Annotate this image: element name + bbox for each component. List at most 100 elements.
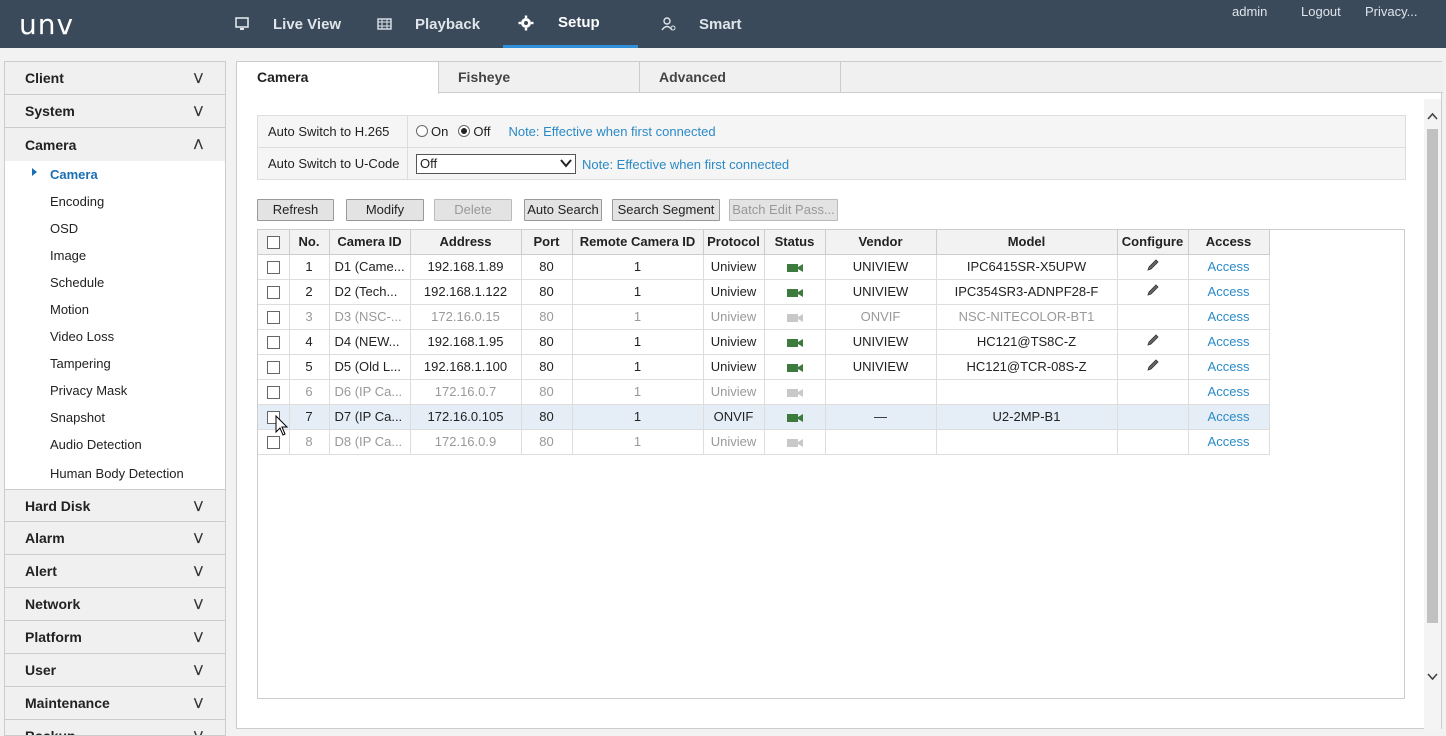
sidebar-group-network[interactable]: Network ⋁: [5, 588, 225, 621]
sidebar-item-motion[interactable]: Motion: [5, 296, 225, 323]
edit-pencil-icon[interactable]: [1146, 333, 1160, 347]
col-remote-camera-id[interactable]: Remote Camera ID: [572, 230, 704, 255]
access-link[interactable]: Access: [1207, 409, 1250, 424]
sidebar-item-encoding[interactable]: Encoding: [5, 188, 225, 215]
table-row[interactable]: 6 D6 (IP Ca... 172.16.0.7 80 1 Uniview A…: [258, 379, 1270, 405]
sidebar-item-image[interactable]: Image: [5, 242, 225, 269]
col-configure[interactable]: Configure: [1117, 230, 1189, 255]
table-row[interactable]: 2 D2 (Tech... 192.168.1.122 80 1 Uniview…: [258, 279, 1270, 305]
table-row[interactable]: 3 D3 (NSC-... 172.16.0.15 80 1 Uniview O…: [258, 304, 1270, 330]
sidebar-item-human-body-detection[interactable]: Human Body Detection: [5, 458, 225, 489]
access-link[interactable]: Access: [1207, 284, 1250, 299]
tab-fisheye[interactable]: Fisheye: [438, 62, 640, 93]
sidebar-group-alarm[interactable]: Alarm ⋁: [5, 522, 225, 555]
logout-link[interactable]: Logout: [1301, 4, 1341, 19]
cell-address: 172.16.0.9: [410, 429, 522, 455]
col-access[interactable]: Access: [1188, 230, 1270, 255]
tab-advanced[interactable]: Advanced: [639, 62, 841, 93]
col-protocol[interactable]: Protocol: [703, 230, 765, 255]
cell-status: [764, 379, 826, 405]
table-row[interactable]: 7 D7 (IP Ca... 172.16.0.105 80 1 ONVIF —…: [258, 404, 1270, 430]
row-checkbox[interactable]: [266, 436, 280, 450]
edit-pencil-icon[interactable]: [1146, 358, 1160, 372]
radio-on[interactable]: On: [416, 124, 448, 139]
col-no[interactable]: No.: [289, 230, 330, 255]
nav-setup[interactable]: Setup: [503, 0, 638, 48]
cell-no: 4: [289, 329, 330, 355]
row-checkbox[interactable]: [266, 386, 280, 400]
nav-playback[interactable]: Playback: [377, 0, 480, 48]
modify-button[interactable]: Modify: [346, 199, 424, 221]
table-row[interactable]: 1 D1 (Came... 192.168.1.89 80 1 Uniview …: [258, 254, 1270, 280]
sidebar-item-label: Motion: [50, 302, 90, 317]
edit-pencil-icon[interactable]: [1146, 258, 1160, 272]
sidebar-item-tampering[interactable]: Tampering: [5, 350, 225, 377]
select-all-checkbox[interactable]: [266, 236, 280, 250]
auto-search-button[interactable]: Auto Search: [524, 199, 602, 221]
table-row[interactable]: 4 D4 (NEW... 192.168.1.95 80 1 Uniview U…: [258, 329, 1270, 355]
access-link[interactable]: Access: [1207, 309, 1250, 324]
sidebar-item-snapshot[interactable]: Snapshot: [5, 404, 225, 431]
sidebar-item-camera[interactable]: Camera: [5, 161, 225, 188]
col-vendor[interactable]: Vendor: [825, 230, 937, 255]
access-link[interactable]: Access: [1207, 334, 1250, 349]
table-row[interactable]: 5 D5 (Old L... 192.168.1.100 80 1 Univie…: [258, 354, 1270, 380]
sidebar-item-schedule[interactable]: Schedule: [5, 269, 225, 296]
row-checkbox[interactable]: [266, 336, 280, 350]
sidebar-group-client[interactable]: Client ⋁: [5, 62, 225, 95]
row-checkbox-cell: [258, 304, 290, 330]
sidebar-group-backup[interactable]: Backup ⋁: [5, 720, 225, 736]
row-checkbox[interactable]: [266, 361, 280, 375]
search-segment-button[interactable]: Search Segment: [612, 199, 720, 221]
vertical-scrollbar[interactable]: [1424, 99, 1441, 729]
radio-off-button[interactable]: [458, 125, 471, 137]
col-address[interactable]: Address: [410, 230, 522, 255]
batch-edit-password-button[interactable]: Batch Edit Pass...: [729, 199, 838, 221]
refresh-button[interactable]: Refresh: [257, 199, 334, 221]
edit-pencil-icon[interactable]: [1146, 283, 1160, 297]
nav-smart[interactable]: Smart: [661, 0, 742, 48]
cell-model: NSC-NITECOLOR-BT1: [936, 304, 1118, 330]
cell-access: Access: [1188, 404, 1270, 430]
access-link[interactable]: Access: [1207, 359, 1250, 374]
sidebar-item-label: Human Body Detection: [50, 466, 184, 481]
access-link[interactable]: Access: [1207, 434, 1250, 449]
sidebar-item-osd[interactable]: OSD: [5, 215, 225, 242]
col-camera-id[interactable]: Camera ID: [329, 230, 411, 255]
sidebar-item-video-loss[interactable]: Video Loss: [5, 323, 225, 350]
sidebar-group-hard-disk[interactable]: Hard Disk ⋁: [5, 489, 225, 522]
access-link[interactable]: Access: [1207, 259, 1250, 274]
cell-camera-id: D3 (NSC-...: [329, 304, 411, 330]
radio-on-button[interactable]: [416, 125, 428, 137]
sidebar-group-maintenance[interactable]: Maintenance ⋁: [5, 687, 225, 720]
tab-camera[interactable]: Camera: [237, 62, 439, 94]
main-panel: Camera Fisheye Advanced Auto Switch to H…: [236, 61, 1443, 729]
sidebar-group-label: Client: [25, 70, 64, 86]
sidebar-group-label: Backup: [25, 728, 76, 736]
row-checkbox[interactable]: [266, 311, 280, 325]
sidebar-group-system[interactable]: System ⋁: [5, 95, 225, 128]
sidebar-item-privacy-mask[interactable]: Privacy Mask: [5, 377, 225, 404]
table-row[interactable]: 8 D8 (IP Ca... 172.16.0.9 80 1 Uniview A…: [258, 429, 1270, 455]
radio-off[interactable]: Off: [458, 124, 490, 139]
settings-box: Auto Switch to H.265 On Off Note: Effect…: [257, 115, 1406, 180]
col-status[interactable]: Status: [764, 230, 826, 255]
access-link[interactable]: Access: [1207, 384, 1250, 399]
col-port[interactable]: Port: [521, 230, 573, 255]
col-model[interactable]: Model: [936, 230, 1118, 255]
cell-port: 80: [521, 379, 573, 405]
row-checkbox[interactable]: [266, 286, 280, 300]
sidebar-item-label: Encoding: [50, 194, 105, 209]
sidebar-group-user[interactable]: User ⋁: [5, 654, 225, 687]
sidebar-group-platform[interactable]: Platform ⋁: [5, 621, 225, 654]
delete-button[interactable]: Delete: [434, 199, 512, 221]
sidebar-group-camera[interactable]: Camera ⋀: [5, 128, 225, 161]
nav-live-view[interactable]: Live View: [235, 0, 341, 48]
ucode-select[interactable]: Off: [416, 154, 576, 174]
sidebar-item-audio-detection[interactable]: Audio Detection: [5, 431, 225, 458]
sidebar-group-alert[interactable]: Alert ⋁: [5, 555, 225, 588]
row-checkbox[interactable]: [266, 261, 280, 275]
cell-access: Access: [1188, 304, 1270, 330]
sidebar-item-label: Camera: [50, 167, 98, 182]
privacy-link[interactable]: Privacy...: [1365, 4, 1418, 19]
